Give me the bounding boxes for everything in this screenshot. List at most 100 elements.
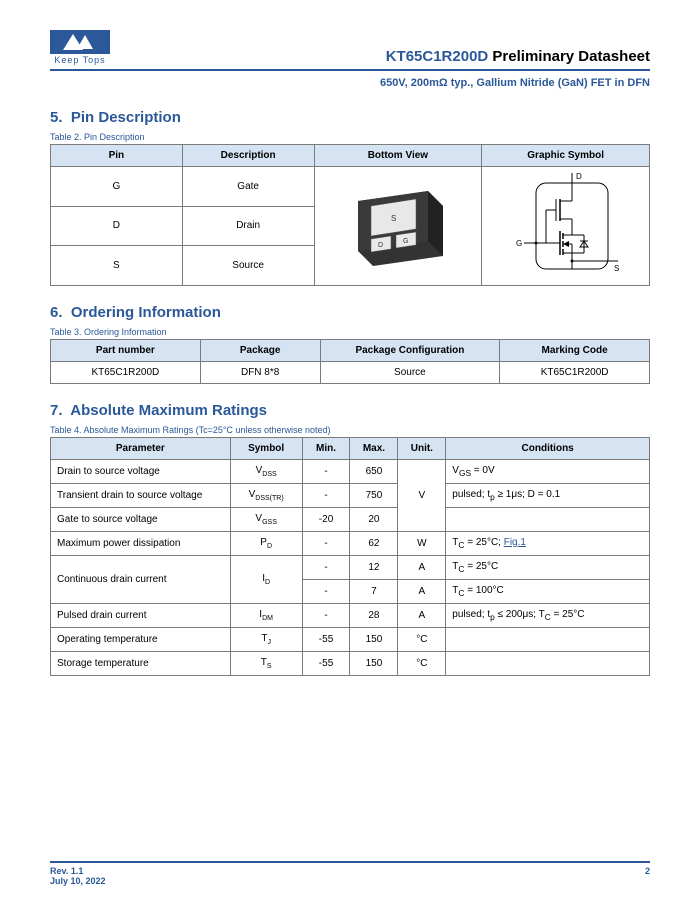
col-pin: Pin [51,145,183,167]
cell-min: - [302,460,350,484]
brand-logo: Keep Tops [50,30,110,65]
cell-max: 150 [350,652,398,676]
col-part-number: Part number [51,340,201,362]
pad-s-label: S [391,214,396,223]
footer-left: Rev. 1.1 July 10, 2022 [50,866,106,886]
doc-type: Preliminary Datasheet [492,48,650,65]
cell-unit: V [398,460,446,532]
cell-parameter: Operating temperature [51,628,231,652]
cell-mark: KT65C1R200D [500,362,650,384]
col-symbol: Symbol [230,438,302,460]
table-row: G Gate S D G D [51,167,650,207]
cell-max: 750 [350,484,398,508]
cell-symbol: VGSS [230,508,302,532]
cell-conditions: TC = 100°C [446,580,650,604]
col-description: Description [182,145,314,167]
cell-symbol: TS [230,652,302,676]
cell-parameter: Gate to source voltage [51,508,231,532]
package-bottom-view-icon: S D G [343,181,453,271]
cell-parameter: Drain to source voltage [51,460,231,484]
cell-parameter: Transient drain to source voltage [51,484,231,508]
cell-part: KT65C1R200D [51,362,201,384]
cell-min: - [302,604,350,628]
cell-symbol: TJ [230,628,302,652]
cell-unit: A [398,604,446,628]
graphic-symbol-cell: D [482,167,650,286]
table-row: Transient drain to source voltageVDSS(TR… [51,484,650,508]
cell-min: - [302,484,350,508]
col-package-config: Package Configuration [320,340,500,362]
cell-conditions [446,652,650,676]
cell-symbol: VDSS(TR) [230,484,302,508]
table-row: Gate to source voltageVGSS-2020 [51,508,650,532]
cell-conditions [446,508,650,532]
pad-d-label: D [378,242,383,249]
table-header-row: Parameter Symbol Min. Max. Unit. Conditi… [51,438,650,460]
col-package: Package [200,340,320,362]
cell-symbol: PD [230,532,302,556]
col-max: Max. [350,438,398,460]
cell-unit: A [398,580,446,604]
section-abs-max: 7. Absolute Maximum Ratings [50,402,650,419]
cell-min: -55 [302,652,350,676]
brand-name: Keep Tops [54,55,105,65]
logo-mark [50,30,110,54]
table-row: Pulsed drain currentIDM-28Apulsed; tp ≤ … [51,604,650,628]
table-row: Drain to source voltageVDSS-650VVGS = 0V [51,460,650,484]
datasheet-page: Keep Tops KT65C1R200D Preliminary Datash… [0,0,700,906]
page-footer: Rev. 1.1 July 10, 2022 2 [50,861,650,886]
cell-max: 20 [350,508,398,532]
cell-unit: A [398,556,446,580]
cell-symbol: VDSS [230,460,302,484]
col-min: Min. [302,438,350,460]
cell-conditions [446,628,650,652]
table2-caption: Table 2. Pin Description [50,132,650,142]
col-conditions: Conditions [446,438,650,460]
footer-rev: Rev. 1.1 [50,866,106,876]
cell-unit: W [398,532,446,556]
cell-max: 650 [350,460,398,484]
col-graphic-symbol: Graphic Symbol [482,145,650,167]
pin-description-table: Pin Description Bottom View Graphic Symb… [50,144,650,286]
pin-cell: G [51,167,183,207]
table4-caption: Table 4. Absolute Maximum Ratings (Tc=25… [50,425,650,435]
doc-title: KT65C1R200D Preliminary Datasheet [386,48,650,65]
table-row: Storage temperatureTS-55150°C [51,652,650,676]
cell-config: Source [320,362,500,384]
table-header-row: Pin Description Bottom View Graphic Symb… [51,145,650,167]
section-ordering-info: 6. Ordering Information [50,304,650,321]
table-row: Continuous drain currentID-12ATC = 25°C [51,556,650,580]
doc-subtitle: 650V, 200mΩ typ., Gallium Nitride (GaN) … [50,77,650,89]
cell-min: - [302,532,350,556]
col-parameter: Parameter [51,438,231,460]
pin-cell: S [51,246,183,286]
cell-parameter: Pulsed drain current [51,604,231,628]
cell-conditions: pulsed; tp ≥ 1μs; D = 0.1 [446,484,650,508]
footer-page: 2 [645,866,650,886]
ordering-table: Part number Package Package Configuratio… [50,339,650,384]
footer-date: July 10, 2022 [50,876,106,886]
cell-conditions: pulsed; tp ≤ 200μs; TC = 25°C [446,604,650,628]
cell-parameter: Continuous drain current [51,556,231,604]
cell-min: - [302,556,350,580]
cell-parameter: Maximum power dissipation [51,532,231,556]
terminal-s: S [614,264,619,273]
col-marking-code: Marking Code [500,340,650,362]
table3-caption: Table 3. Ordering Information [50,327,650,337]
cell-conditions: TC = 25°C; Fig.1 [446,532,650,556]
cell-unit: °C [398,652,446,676]
desc-cell: Source [182,246,314,286]
table-row: Maximum power dissipationPD-62WTC = 25°C… [51,532,650,556]
desc-cell: Gate [182,167,314,207]
table-row: Operating temperatureTJ-55150°C [51,628,650,652]
cell-max: 62 [350,532,398,556]
col-bottom-view: Bottom View [314,145,482,167]
cell-max: 7 [350,580,398,604]
page-header: Keep Tops KT65C1R200D Preliminary Datash… [50,30,650,71]
cell-conditions: TC = 25°C [446,556,650,580]
pad-g-label: G [403,238,408,245]
table-row: KT65C1R200D DFN 8*8 Source KT65C1R200D [51,362,650,384]
cell-max: 12 [350,556,398,580]
col-unit: Unit. [398,438,446,460]
abs-max-table: Parameter Symbol Min. Max. Unit. Conditi… [50,437,650,676]
